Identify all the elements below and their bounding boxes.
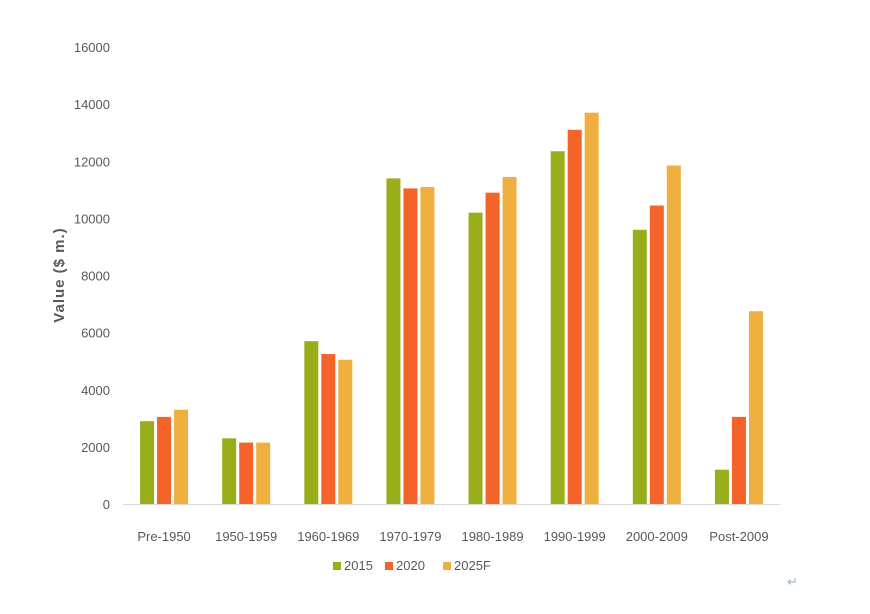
y-axis-ticks: 0 2000 4000 6000 8000 10000 12000 14000 16000 xyxy=(74,40,110,512)
bar-2015-2000-2009 xyxy=(632,229,647,505)
bar-2020-1990-1999 xyxy=(567,129,582,505)
bar-2020-1970-1979 xyxy=(403,188,418,504)
bar-2025f-1960-1969 xyxy=(338,359,353,504)
y-tick-label: 12000 xyxy=(74,154,110,169)
bar-2025f-1980-1989 xyxy=(502,176,517,504)
bar-2020-post-2009 xyxy=(731,416,746,504)
y-tick-label: 16000 xyxy=(74,40,110,55)
bar-2025f-pre-1950 xyxy=(174,409,189,504)
y-tick-label: 14000 xyxy=(74,97,110,112)
bar-2025f-1990-1999 xyxy=(584,112,599,504)
y-tick-label: 8000 xyxy=(81,269,110,284)
bar-2020-2000-2009 xyxy=(649,205,664,504)
legend-swatch-2015 xyxy=(333,562,341,570)
legend: 2015 2020 2025F xyxy=(333,558,491,573)
legend-label-2020: 2020 xyxy=(396,558,425,573)
bar-2020-1960-1969 xyxy=(321,354,336,504)
bar-2015-1970-1979 xyxy=(386,178,401,504)
bar-2025f-1970-1979 xyxy=(420,186,435,505)
bar-2020-1980-1989 xyxy=(485,192,500,504)
bar-2015-1960-1969 xyxy=(304,341,319,504)
x-tick-label: 1950-1959 xyxy=(215,529,277,544)
legend-label-2025f: 2025F xyxy=(454,558,491,573)
bar-2025f-2000-2009 xyxy=(666,165,681,505)
bar-2020-pre-1950 xyxy=(157,416,172,504)
bar-2015-1950-1959 xyxy=(222,438,237,504)
y-tick-label: 4000 xyxy=(81,383,110,398)
bar-2025f-post-2009 xyxy=(748,311,763,504)
y-tick-label: 6000 xyxy=(81,326,110,341)
y-tick-label: 10000 xyxy=(74,211,110,226)
x-tick-label: 1960-1969 xyxy=(297,529,359,544)
bar-2015-1990-1999 xyxy=(550,151,565,505)
y-tick-label: 0 xyxy=(103,497,110,512)
y-tick-label: 2000 xyxy=(81,440,110,455)
bars xyxy=(140,112,763,505)
return-mark: ↵ xyxy=(787,575,798,590)
bar-2015-post-2009 xyxy=(714,469,729,504)
legend-swatch-2020 xyxy=(385,562,393,570)
bar-2015-pre-1950 xyxy=(140,421,155,504)
bar-2015-1980-1989 xyxy=(468,212,483,504)
legend-label-2015: 2015 xyxy=(344,558,373,573)
legend-swatch-2025f xyxy=(443,562,451,570)
x-tick-label: 2000-2009 xyxy=(626,529,688,544)
x-axis-ticks: Pre-1950 1950-1959 1960-1969 1970-1979 1980-… xyxy=(137,529,768,544)
y-axis-label: Value ($ m.) xyxy=(51,227,68,322)
x-tick-label: 1970-1979 xyxy=(379,529,441,544)
x-tick-label: Pre-1950 xyxy=(137,529,190,544)
x-tick-label: 1980-1989 xyxy=(461,529,523,544)
x-tick-label: Post-2009 xyxy=(709,529,768,544)
bar-2025f-1950-1959 xyxy=(256,442,271,504)
x-tick-label: 1990-1999 xyxy=(544,529,606,544)
bar-2020-1950-1959 xyxy=(239,442,254,504)
